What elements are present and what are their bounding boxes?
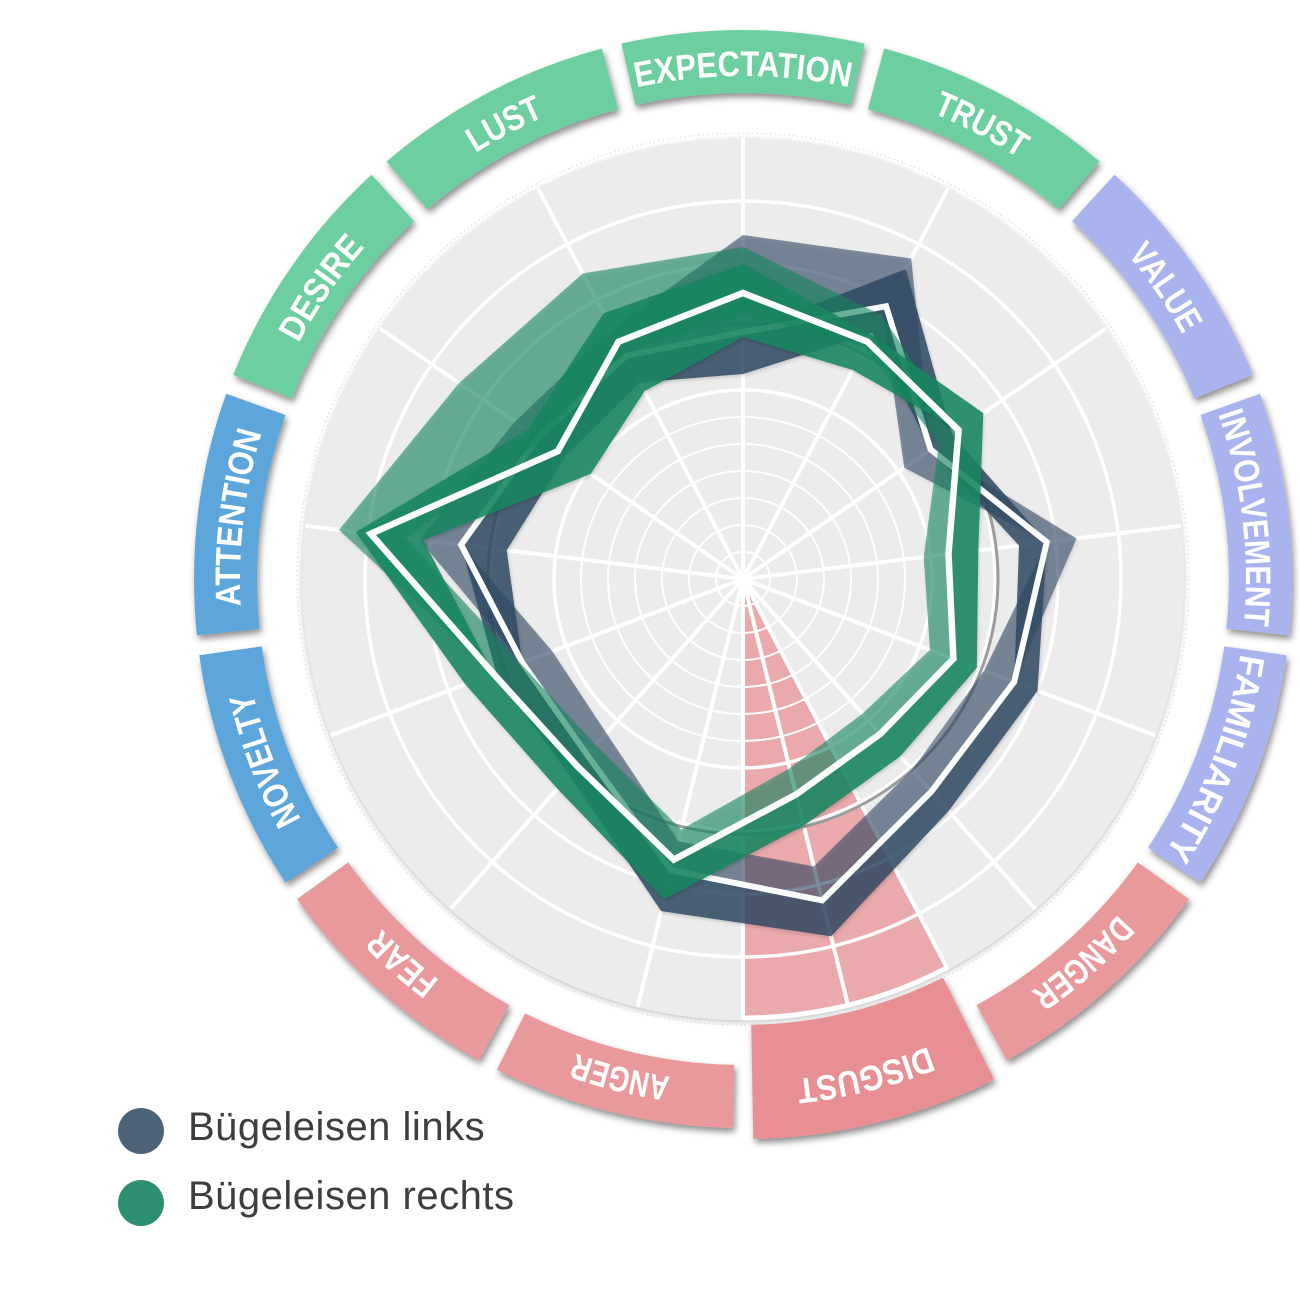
svg-text:Bügeleisen rechts: Bügeleisen rechts (188, 1174, 514, 1218)
svg-text:Bügeleisen links: Bügeleisen links (188, 1105, 485, 1149)
